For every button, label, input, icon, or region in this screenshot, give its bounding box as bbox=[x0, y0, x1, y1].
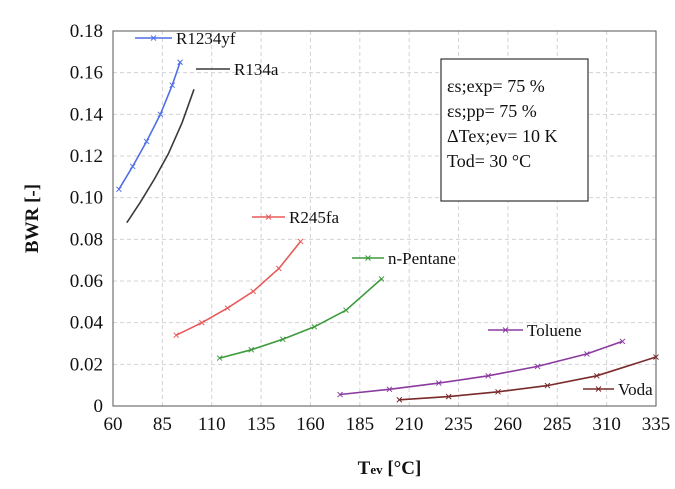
legend-marker bbox=[502, 327, 509, 333]
y-tick-label: 0 bbox=[94, 396, 104, 417]
x-tick-label: 235 bbox=[444, 414, 473, 435]
legend-entry: R1234yf bbox=[135, 29, 236, 48]
data-point bbox=[157, 111, 164, 118]
x-axis-label-main: T bbox=[358, 458, 371, 479]
data-point bbox=[199, 319, 205, 326]
annotation-line: εs;pp= 75 % bbox=[447, 101, 537, 121]
x-tick-label: 335 bbox=[642, 414, 671, 435]
y-tick-label: 0.10 bbox=[70, 188, 103, 209]
series-line bbox=[126, 89, 195, 224]
series-r245fa bbox=[173, 238, 304, 339]
annotation-line: εs;exp= 75 % bbox=[447, 76, 545, 96]
data-point bbox=[297, 238, 304, 245]
legend-entry: Voda bbox=[583, 380, 653, 399]
series-line bbox=[175, 240, 302, 336]
series-voda bbox=[396, 354, 659, 403]
legend-marker bbox=[365, 255, 371, 261]
legend-entry: R245fa bbox=[252, 208, 340, 227]
y-axis-label: BWR [-] bbox=[22, 184, 43, 253]
data-point bbox=[544, 382, 551, 389]
data-point bbox=[593, 372, 600, 379]
x-tick-label: 160 bbox=[296, 414, 325, 435]
x-axis-label-unit: [°C] bbox=[383, 458, 422, 479]
y-tick-label: 0.08 bbox=[70, 229, 103, 250]
data-point bbox=[224, 305, 231, 311]
data-point bbox=[445, 393, 452, 400]
x-tick-label: 260 bbox=[494, 414, 523, 435]
data-point bbox=[619, 338, 626, 345]
x-tick-label: 285 bbox=[543, 414, 572, 435]
data-point bbox=[177, 59, 183, 66]
series-r134a bbox=[126, 89, 195, 224]
y-tick-label: 0.14 bbox=[70, 104, 104, 125]
data-point bbox=[435, 380, 442, 386]
series-r1234yf bbox=[116, 59, 183, 193]
legend-entry: Toluene bbox=[488, 321, 582, 340]
x-tick-label: 210 bbox=[395, 414, 424, 435]
x-tick-label: 60 bbox=[104, 414, 123, 435]
y-tick-label: 0.12 bbox=[70, 146, 103, 167]
data-point bbox=[584, 351, 590, 357]
legend-entry: R134a bbox=[196, 60, 279, 79]
series bbox=[116, 59, 659, 403]
legend-label: R245fa bbox=[289, 208, 340, 227]
legend-label: Voda bbox=[618, 380, 653, 399]
data-point bbox=[396, 396, 403, 403]
legend-marker bbox=[595, 386, 602, 392]
data-point bbox=[495, 388, 501, 395]
data-point bbox=[169, 82, 176, 89]
data-point bbox=[216, 355, 223, 361]
data-point bbox=[250, 288, 257, 295]
data-point bbox=[279, 336, 286, 343]
data-point bbox=[343, 307, 349, 314]
x-tick-label: 85 bbox=[153, 414, 172, 435]
data-point bbox=[378, 276, 385, 282]
legend-label: R1234yf bbox=[176, 29, 236, 48]
data-point bbox=[129, 163, 136, 170]
x-axis-label-sub: ev bbox=[370, 462, 383, 477]
legend-marker bbox=[265, 214, 272, 220]
x-tick-label: 185 bbox=[346, 414, 375, 435]
legend-label: n-Pentane bbox=[388, 249, 456, 268]
series-line bbox=[340, 340, 623, 396]
data-point bbox=[116, 186, 122, 193]
y-tick-label: 0.18 bbox=[70, 21, 103, 42]
series-n-pentane bbox=[216, 276, 385, 361]
data-point bbox=[248, 346, 255, 353]
legend-entry: n-Pentane bbox=[352, 249, 456, 268]
x-tick-label: 135 bbox=[247, 414, 276, 435]
series-toluene bbox=[337, 338, 626, 398]
legend-marker bbox=[150, 35, 157, 41]
x-tick-label: 310 bbox=[592, 414, 621, 435]
x-tick-label: 110 bbox=[198, 414, 226, 435]
data-point bbox=[485, 372, 492, 379]
legend: R1234yf R134a R245fa n-Pentane Toluene Voda bbox=[135, 29, 653, 399]
series-line bbox=[399, 356, 657, 401]
plot-frame bbox=[112, 30, 657, 407]
data-point bbox=[173, 332, 180, 339]
y-tick-label: 0.04 bbox=[70, 313, 104, 334]
annotation-line: Tod= 30 °C bbox=[447, 151, 531, 171]
data-point bbox=[276, 265, 282, 272]
data-point bbox=[386, 386, 393, 393]
data-point bbox=[143, 138, 150, 145]
tick-labels: 60 85 110 135 160 185 210 235 260 285 310 335 0 0.02 0… bbox=[70, 21, 671, 435]
annotation-line: ΔTex;ev= 10 K bbox=[447, 126, 557, 146]
legend-label: Toluene bbox=[527, 321, 582, 340]
y-tick-label: 0.06 bbox=[70, 271, 103, 292]
y-tick-label: 0.16 bbox=[70, 63, 103, 84]
annotation-box: εs;exp= 75 % εs;pp= 75 % ΔTex;ev= 10 K T… bbox=[440, 58, 589, 202]
series-line bbox=[118, 62, 181, 190]
data-point bbox=[534, 363, 541, 370]
y-tick-label: 0.02 bbox=[70, 354, 103, 375]
data-point bbox=[653, 354, 659, 360]
x-axis-label: Tev [°C] bbox=[358, 458, 422, 479]
series-line bbox=[219, 278, 383, 359]
legend-label: R134a bbox=[234, 60, 279, 79]
data-point bbox=[311, 323, 318, 330]
data-point bbox=[337, 391, 343, 398]
